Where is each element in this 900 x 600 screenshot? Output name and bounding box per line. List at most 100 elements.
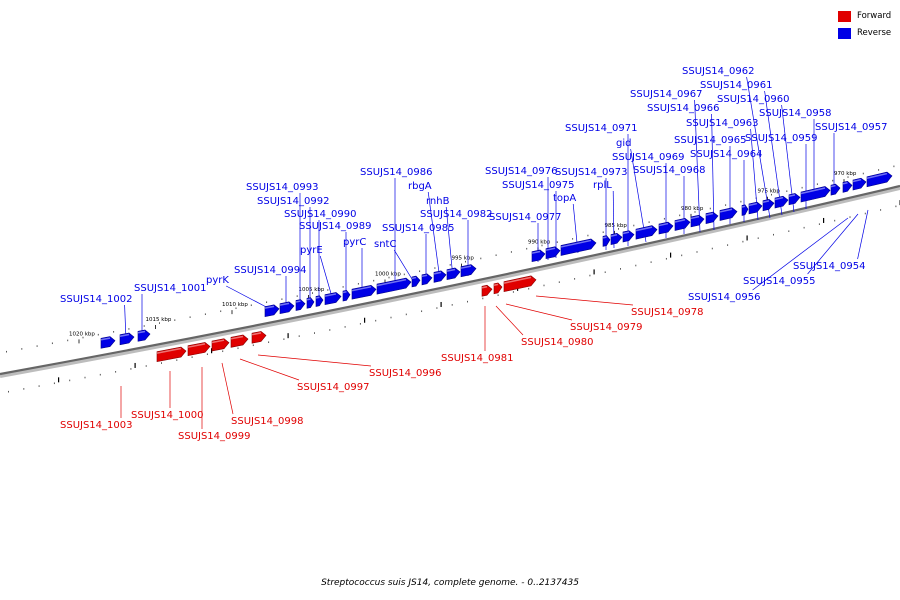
gene-label: SSUJS14_0957 (815, 122, 888, 133)
gene-label: SSUJS14_1001 (134, 283, 207, 294)
minor-tick-lower (23, 388, 25, 390)
minor-tick-upper (204, 313, 206, 316)
gene-label: SSUJS14_0961 (700, 80, 773, 91)
minor-tick-lower (528, 287, 530, 290)
minor-tick-upper (618, 228, 619, 230)
minor-tick-upper (832, 179, 834, 182)
legend-forward-label: Forward (857, 11, 892, 21)
minor-tick-lower (727, 244, 729, 246)
minor-tick-upper (250, 304, 252, 307)
gene-feature (411, 275, 421, 288)
gene-feature (306, 297, 315, 309)
minor-tick-upper (663, 217, 665, 220)
minor-tick-lower (390, 316, 392, 319)
minor-tick-upper (159, 322, 160, 324)
gene-label: rnhB (426, 196, 450, 207)
gene-feature (279, 301, 295, 315)
gene-feature (211, 338, 230, 352)
gene-label: SSUJS14_0964 (690, 149, 763, 160)
gene-label: SSUJS14_0958 (759, 108, 832, 119)
gene-feature (741, 204, 749, 216)
minor-tick-upper (480, 257, 482, 260)
gene-label: SSUJS14_0981 (441, 353, 514, 364)
major-tick-lower (593, 269, 595, 275)
gene-feature (788, 193, 801, 206)
axis-tick-label: 990 kbp (528, 239, 551, 245)
minor-tick-upper (174, 319, 176, 321)
gene-label: SSUJS14_0956 (688, 292, 761, 303)
gene-label: SSUJS14_0968 (633, 165, 706, 176)
minor-tick-upper (281, 298, 283, 300)
gene-feature (342, 289, 351, 302)
minor-tick-upper (113, 331, 115, 333)
gene-feature (481, 284, 493, 297)
minor-tick-lower (788, 230, 790, 232)
gene-leader-line (221, 362, 234, 415)
minor-tick-lower (620, 268, 621, 270)
gene-feature (351, 284, 377, 300)
gene-leader-line (257, 354, 372, 367)
gene-feature (460, 264, 477, 278)
gene-label: pyrC (343, 237, 366, 248)
gene-feature (324, 292, 342, 306)
gene-leader-line (239, 358, 300, 381)
gene-feature (690, 214, 705, 228)
gene-label: SSUJS14_0969 (612, 152, 685, 163)
axis-tick: 1020 kbp (69, 331, 95, 344)
gene-leader-line (746, 76, 771, 219)
axis-tick-label: 1000 kbp (375, 271, 401, 277)
minor-tick-lower (665, 257, 667, 260)
gene-feature (119, 332, 135, 346)
minor-tick-upper (465, 260, 466, 263)
gene-leader-line (393, 249, 416, 285)
axis-tick-label: 1015 kbp (146, 317, 172, 323)
minor-tick-upper (357, 282, 359, 285)
major-tick-lower (58, 377, 60, 383)
gene-features (100, 171, 893, 363)
minor-tick-lower (482, 297, 484, 300)
strand-legend: Forward Reverse (838, 9, 891, 43)
minor-tick-upper (312, 292, 313, 294)
minor-tick-upper (587, 234, 589, 237)
gene-leader-line (752, 217, 849, 291)
minor-tick-upper (6, 350, 7, 353)
axis-tick-label: 975 kbp (758, 189, 781, 195)
minor-tick-lower (99, 373, 101, 376)
axis-tick-label: 995 kbp (452, 256, 475, 262)
gene-feature (610, 232, 623, 245)
gene-feature (264, 304, 280, 317)
minor-tick-lower (329, 329, 331, 331)
genome-backbone (0, 184, 900, 378)
minor-tick-lower (222, 350, 224, 353)
minor-tick-upper (434, 267, 436, 269)
minor-tick-lower (574, 278, 576, 280)
gene-feature (674, 217, 691, 231)
minor-tick-upper (648, 221, 650, 223)
minor-tick-lower (8, 390, 9, 393)
minor-tick-lower (206, 353, 208, 356)
gene-feature (635, 225, 658, 240)
minor-tick-upper (97, 333, 99, 336)
minor-tick-upper (51, 342, 53, 345)
gene-label: SSUJS14_0973 (555, 167, 628, 178)
gene-feature (545, 246, 561, 260)
gene-label: SSUJS14_1000 (131, 410, 204, 421)
minor-tick-lower (757, 237, 759, 239)
minor-tick-lower (176, 359, 178, 361)
gene-leader-line (226, 285, 273, 311)
minor-tick-lower (359, 322, 361, 325)
gene-label: SSUJS14_0993 (246, 182, 319, 193)
gene-leader-line (694, 99, 701, 233)
minor-tick-lower (84, 376, 86, 379)
minor-tick-lower (421, 310, 423, 313)
minor-tick-lower (375, 319, 377, 322)
gene-feature (433, 270, 447, 283)
minor-tick-upper (510, 251, 512, 253)
minor-tick-lower (604, 271, 606, 274)
minor-tick-lower (681, 254, 683, 257)
gene-label: SSUJS14_0998 (231, 416, 304, 427)
gene-label: SSUJS14_0985 (382, 223, 455, 234)
gene-leader-line (764, 90, 783, 216)
minor-tick-lower (252, 344, 254, 347)
minor-tick-upper (740, 200, 742, 203)
